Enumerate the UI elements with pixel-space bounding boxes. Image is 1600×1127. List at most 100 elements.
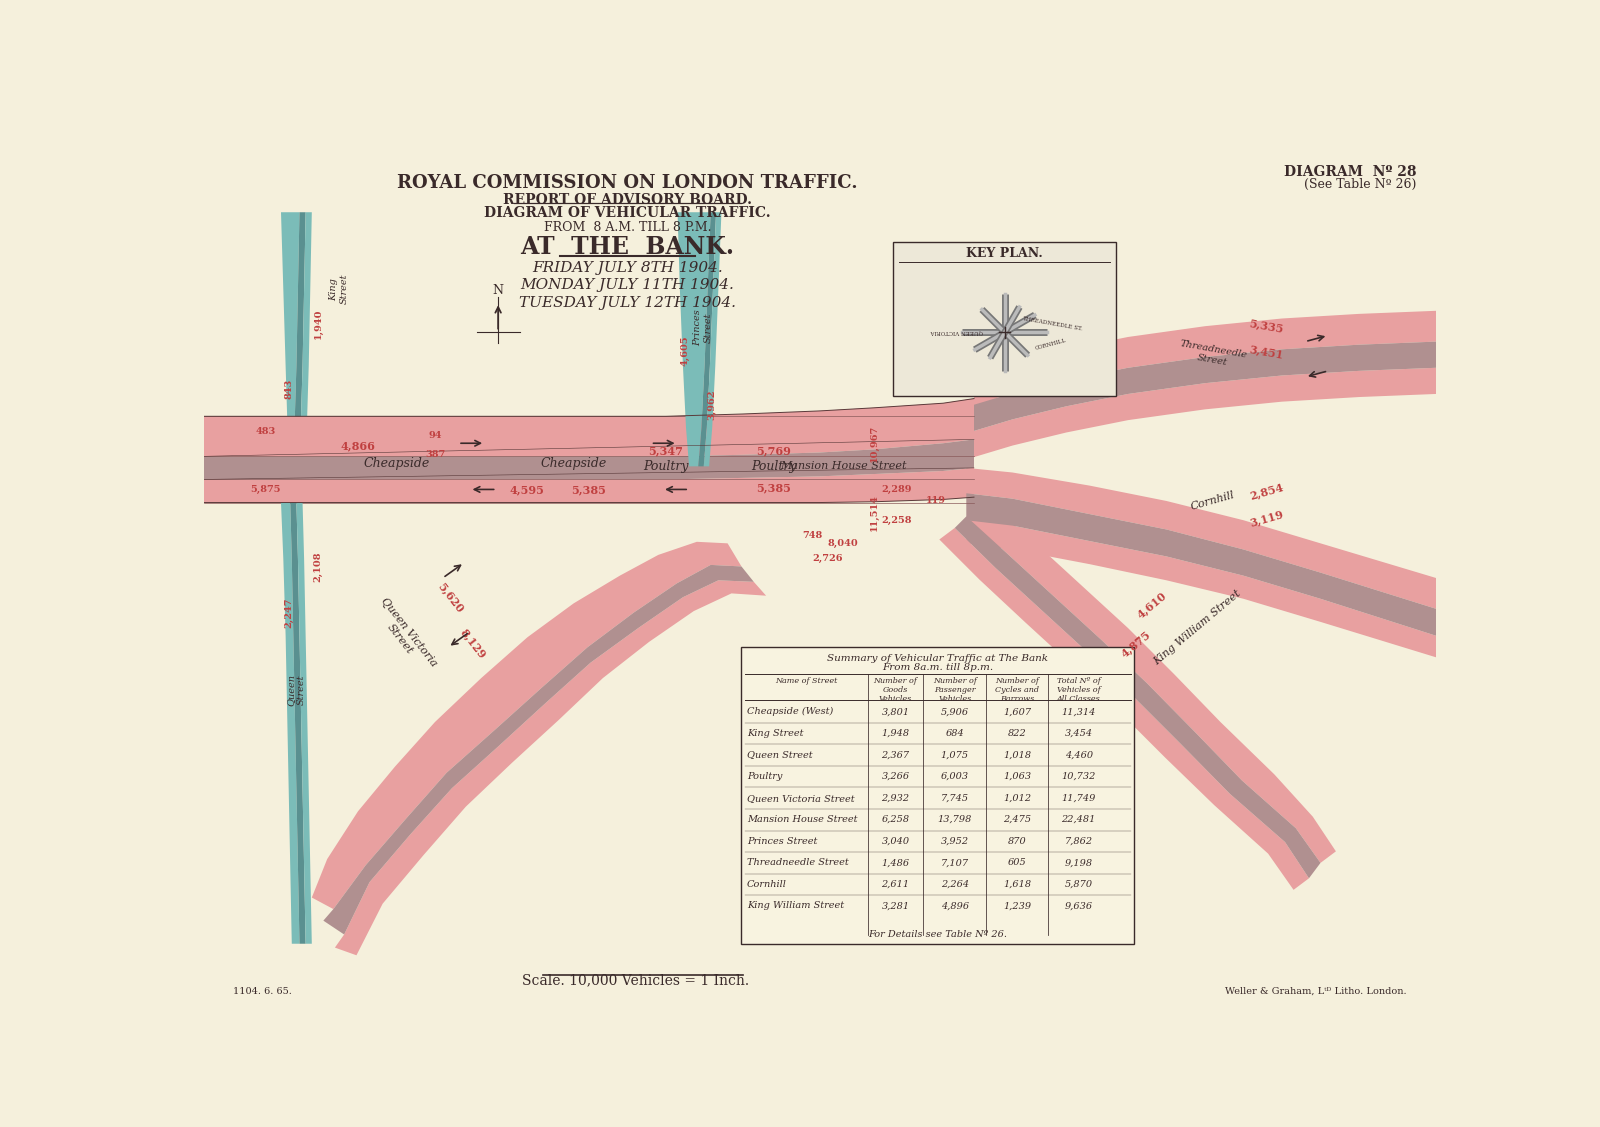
Text: 4,875: 4,875: [1118, 628, 1152, 659]
Text: 1,486: 1,486: [882, 859, 909, 868]
Text: 5,385: 5,385: [571, 483, 606, 495]
Polygon shape: [704, 212, 722, 467]
Text: 4,605: 4,605: [680, 336, 690, 366]
Text: King William Street: King William Street: [747, 902, 843, 911]
Text: 8,040: 8,040: [827, 539, 859, 548]
Text: 22,481: 22,481: [1061, 815, 1096, 824]
Text: 11,749: 11,749: [1061, 793, 1096, 802]
Text: 94: 94: [429, 431, 442, 440]
Text: 1,063: 1,063: [1003, 772, 1030, 781]
Text: 1,075: 1,075: [941, 751, 970, 760]
Text: Queen Street: Queen Street: [747, 751, 813, 760]
Text: 5,335: 5,335: [1248, 318, 1285, 335]
Text: 1,618: 1,618: [1003, 880, 1030, 889]
Text: 1,012: 1,012: [1003, 793, 1030, 802]
Text: Name of Street: Name of Street: [774, 676, 837, 684]
Text: AT  THE  BANK.: AT THE BANK.: [520, 236, 734, 259]
Text: 5,385: 5,385: [757, 482, 792, 494]
Text: 5,870: 5,870: [1064, 880, 1093, 889]
Text: 3,119: 3,119: [1248, 508, 1285, 529]
Text: 8,129: 8,129: [459, 627, 488, 660]
Polygon shape: [205, 468, 974, 503]
Text: Poultry: Poultry: [643, 460, 688, 473]
Text: Scale. 10,000 Vehicles = 1 Inch.: Scale. 10,000 Vehicles = 1 Inch.: [522, 974, 749, 987]
Text: Total Nº of
Vehicles of
All Classes: Total Nº of Vehicles of All Classes: [1058, 676, 1101, 703]
Text: 2,726: 2,726: [813, 554, 843, 564]
Text: 1,940: 1,940: [314, 309, 323, 339]
Text: 6,258: 6,258: [882, 815, 909, 824]
Text: 6,003: 6,003: [941, 772, 970, 781]
Text: 1,239: 1,239: [1003, 902, 1030, 911]
Text: 3,962: 3,962: [707, 390, 717, 420]
Text: Number of
Passenger
Vehicles: Number of Passenger Vehicles: [933, 676, 976, 703]
Text: 5,620: 5,620: [435, 580, 466, 614]
Polygon shape: [677, 212, 710, 467]
Text: 605: 605: [1008, 859, 1027, 868]
Text: Mansion House Street: Mansion House Street: [747, 815, 858, 824]
Polygon shape: [301, 212, 312, 416]
Text: For Details see Table Nº 26.: For Details see Table Nº 26.: [869, 930, 1008, 939]
Text: King William Street: King William Street: [1152, 588, 1243, 667]
Text: 3,952: 3,952: [941, 836, 970, 845]
Text: 748: 748: [802, 531, 822, 540]
Text: 483: 483: [256, 427, 275, 436]
Text: Cornhill: Cornhill: [747, 880, 787, 889]
Text: 3,451: 3,451: [1248, 344, 1285, 361]
Polygon shape: [296, 503, 312, 943]
Text: 5,906: 5,906: [941, 708, 970, 717]
Text: 2,367: 2,367: [882, 751, 909, 760]
Text: 387: 387: [426, 451, 445, 460]
Text: Threadneedle
Street: Threadneedle Street: [1178, 339, 1248, 370]
Text: TUESDAY JULY 12TH 1904.: TUESDAY JULY 12TH 1904.: [518, 296, 736, 310]
Text: 1,018: 1,018: [1003, 751, 1030, 760]
Polygon shape: [282, 212, 299, 416]
Text: 10,732: 10,732: [1061, 772, 1096, 781]
Text: Queen Victoria Street: Queen Victoria Street: [747, 793, 854, 802]
Text: KEY PLAN.: KEY PLAN.: [966, 247, 1043, 260]
Text: 7,745: 7,745: [941, 793, 970, 802]
Text: QUEEN VICTORIA: QUEEN VICTORIA: [931, 330, 984, 335]
Text: Summary of Vehicular Traffic at The Bank: Summary of Vehicular Traffic at The Bank: [827, 654, 1048, 663]
Text: 13,798: 13,798: [938, 815, 971, 824]
Text: FRIDAY JULY 8TH 1904.: FRIDAY JULY 8TH 1904.: [533, 260, 723, 275]
Polygon shape: [282, 503, 299, 943]
Text: 2,264: 2,264: [941, 880, 970, 889]
Polygon shape: [205, 440, 974, 479]
Text: 684: 684: [946, 729, 965, 738]
Text: 10,967: 10,967: [869, 425, 878, 462]
Text: King
Street: King Street: [330, 274, 349, 304]
Text: THREADNEEDLE ST.: THREADNEEDLE ST.: [1021, 317, 1082, 331]
Polygon shape: [966, 494, 1437, 636]
Text: FROM  8 A.M. TILL 8 P.M.: FROM 8 A.M. TILL 8 P.M.: [544, 222, 712, 234]
Text: 2,854: 2,854: [1248, 481, 1285, 502]
Text: Number of
Goods
Vehicles: Number of Goods Vehicles: [874, 676, 917, 703]
Text: 11,514: 11,514: [869, 494, 878, 531]
Text: Queen Victoria
Street: Queen Victoria Street: [370, 596, 438, 676]
Text: 1,607: 1,607: [1003, 708, 1030, 717]
Bar: [741, 647, 1134, 943]
Text: DIAGRAM  Nº 28: DIAGRAM Nº 28: [1285, 165, 1416, 178]
Text: 4,610: 4,610: [1134, 589, 1168, 620]
Text: 843: 843: [285, 379, 293, 399]
Text: DIAGRAM OF VEHICULAR TRAFFIC.: DIAGRAM OF VEHICULAR TRAFFIC.: [485, 206, 771, 220]
Text: 2,108: 2,108: [314, 551, 323, 582]
Text: 9,636: 9,636: [1064, 902, 1093, 911]
Polygon shape: [966, 468, 1437, 609]
Text: 1104. 6. 65.: 1104. 6. 65.: [234, 987, 293, 996]
Text: MONDAY JULY 11TH 1904.: MONDAY JULY 11TH 1904.: [520, 278, 734, 293]
Text: 2,475: 2,475: [1003, 815, 1030, 824]
Text: 2,932: 2,932: [882, 793, 909, 802]
Text: 5,347: 5,347: [648, 445, 683, 456]
Text: 2,247: 2,247: [285, 597, 293, 628]
Text: 2,289: 2,289: [882, 485, 912, 494]
Text: 5,769: 5,769: [757, 445, 792, 456]
Text: 4,595: 4,595: [510, 483, 546, 495]
Text: REPORT OF ADVISORY BOARD.: REPORT OF ADVISORY BOARD.: [502, 193, 752, 207]
Text: Mansion House Street: Mansion House Street: [779, 461, 906, 471]
Text: 119: 119: [925, 497, 946, 506]
Text: Cornhill: Cornhill: [1189, 490, 1235, 512]
Polygon shape: [698, 212, 717, 467]
Polygon shape: [974, 367, 1437, 458]
Text: From 8a.m. till 8p.m.: From 8a.m. till 8p.m.: [882, 663, 994, 672]
Text: Cheapside (West): Cheapside (West): [747, 708, 834, 717]
